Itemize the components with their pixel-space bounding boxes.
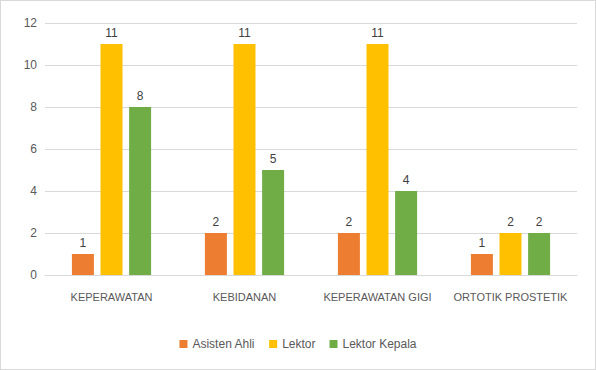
svg-text:12: 12 <box>24 16 38 30</box>
svg-text:4: 4 <box>403 173 410 187</box>
svg-text:1: 1 <box>80 236 87 250</box>
svg-text:2: 2 <box>30 226 37 240</box>
svg-text:11: 11 <box>371 26 384 40</box>
svg-text:ORTOTIK PROSTETIK: ORTOTIK PROSTETIK <box>454 291 569 303</box>
svg-text:8: 8 <box>30 100 37 114</box>
svg-text:10: 10 <box>24 58 38 72</box>
svg-text:Asisten Ahli: Asisten Ahli <box>192 337 254 351</box>
svg-text:11: 11 <box>105 26 118 40</box>
svg-text:2: 2 <box>507 215 514 229</box>
svg-text:1: 1 <box>479 236 486 250</box>
svg-text:KEPERAWATAN GIGI: KEPERAWATAN GIGI <box>323 291 431 303</box>
svg-text:KEPERAWATAN: KEPERAWATAN <box>71 291 153 303</box>
svg-text:11: 11 <box>238 26 251 40</box>
svg-text:0: 0 <box>30 268 37 282</box>
svg-text:Lektor: Lektor <box>282 337 315 351</box>
svg-text:8: 8 <box>137 89 144 103</box>
svg-text:Lektor Kepala: Lektor Kepala <box>342 337 416 351</box>
svg-text:4: 4 <box>30 184 37 198</box>
svg-text:5: 5 <box>270 152 277 166</box>
svg-text:KEBIDANAN: KEBIDANAN <box>213 291 277 303</box>
svg-text:2: 2 <box>536 215 543 229</box>
svg-text:2: 2 <box>346 215 353 229</box>
svg-text:6: 6 <box>30 142 37 156</box>
svg-text:2: 2 <box>213 215 220 229</box>
